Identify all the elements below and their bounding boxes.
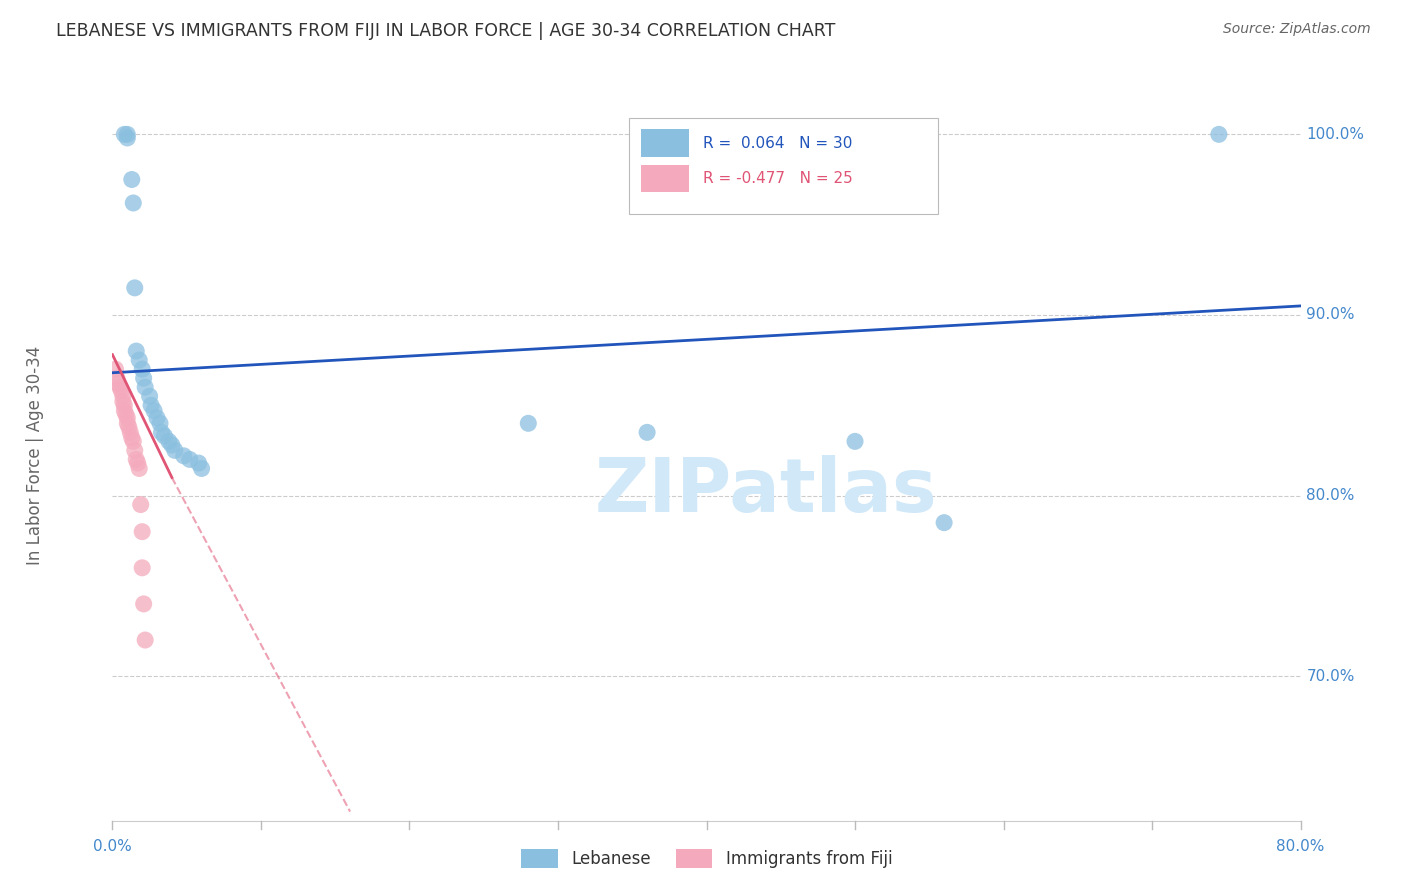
Point (636, 425, 658, 440)
Point (122, 434, 145, 449)
Point (104, 362, 127, 376)
Point (160, 438, 183, 452)
Point (1208, 128, 1230, 142)
Point (187, 456, 209, 470)
Text: 80.0%: 80.0% (1277, 838, 1324, 854)
Point (112, 128, 135, 142)
Bar (641, 129, 689, 157)
Text: LEBANESE VS IMMIGRANTS FROM FIJI IN LABOR FORCE | AGE 30-34 CORRELATION CHART: LEBANESE VS IMMIGRANTS FROM FIJI IN LABO… (56, 22, 835, 40)
Point (146, 410, 169, 425)
Point (934, 516, 956, 530)
Text: 100.0%: 100.0% (1306, 127, 1364, 142)
Point (110, 384, 132, 398)
Point (179, 452, 201, 467)
Point (128, 353, 150, 368)
Point (122, 196, 145, 211)
Bar (630, 119, 938, 213)
Point (150, 425, 173, 440)
Point (131, 362, 153, 376)
Bar (641, 164, 689, 193)
Point (107, 376, 129, 391)
Point (117, 410, 139, 425)
Text: R = -0.477   N = 25: R = -0.477 N = 25 (703, 171, 852, 186)
Text: 80.0%: 80.0% (1306, 488, 1355, 503)
Point (125, 452, 148, 467)
Text: Source: ZipAtlas.com: Source: ZipAtlas.com (1223, 22, 1371, 37)
Point (120, 425, 142, 440)
Point (128, 461, 150, 475)
Point (118, 420, 141, 434)
Text: ZIPatlas: ZIPatlas (595, 455, 938, 528)
Point (117, 417, 139, 431)
Point (112, 398, 135, 412)
Text: 90.0%: 90.0% (1306, 308, 1355, 322)
Point (112, 403, 135, 417)
Point (157, 434, 180, 449)
Point (111, 394, 134, 409)
Point (134, 633, 156, 648)
Legend: Lebanese, Immigrants from Fiji: Lebanese, Immigrants from Fiji (515, 842, 898, 874)
Point (129, 498, 152, 512)
Point (108, 380, 131, 394)
Point (127, 456, 149, 470)
Point (117, 128, 139, 142)
Point (132, 371, 155, 385)
Point (844, 434, 866, 449)
Point (143, 403, 166, 417)
Point (139, 398, 162, 412)
Point (125, 344, 148, 359)
Text: 0.0%: 0.0% (93, 838, 132, 854)
Point (517, 417, 540, 431)
Point (153, 429, 176, 443)
Point (190, 461, 212, 475)
Point (163, 443, 186, 458)
Point (105, 371, 128, 385)
Point (124, 443, 146, 458)
Point (134, 380, 156, 394)
Text: R =  0.064   N = 30: R = 0.064 N = 30 (703, 136, 852, 151)
Point (124, 281, 146, 295)
Point (115, 407, 138, 421)
Point (132, 597, 155, 611)
Point (149, 417, 172, 431)
Point (173, 449, 195, 463)
Point (111, 389, 134, 403)
Point (131, 524, 153, 539)
Point (121, 431, 143, 445)
Point (138, 389, 160, 403)
Text: 70.0%: 70.0% (1306, 669, 1355, 683)
Text: In Labor Force | Age 30-34: In Labor Force | Age 30-34 (27, 345, 44, 565)
Point (131, 561, 153, 575)
Point (121, 172, 143, 186)
Point (117, 131, 139, 145)
